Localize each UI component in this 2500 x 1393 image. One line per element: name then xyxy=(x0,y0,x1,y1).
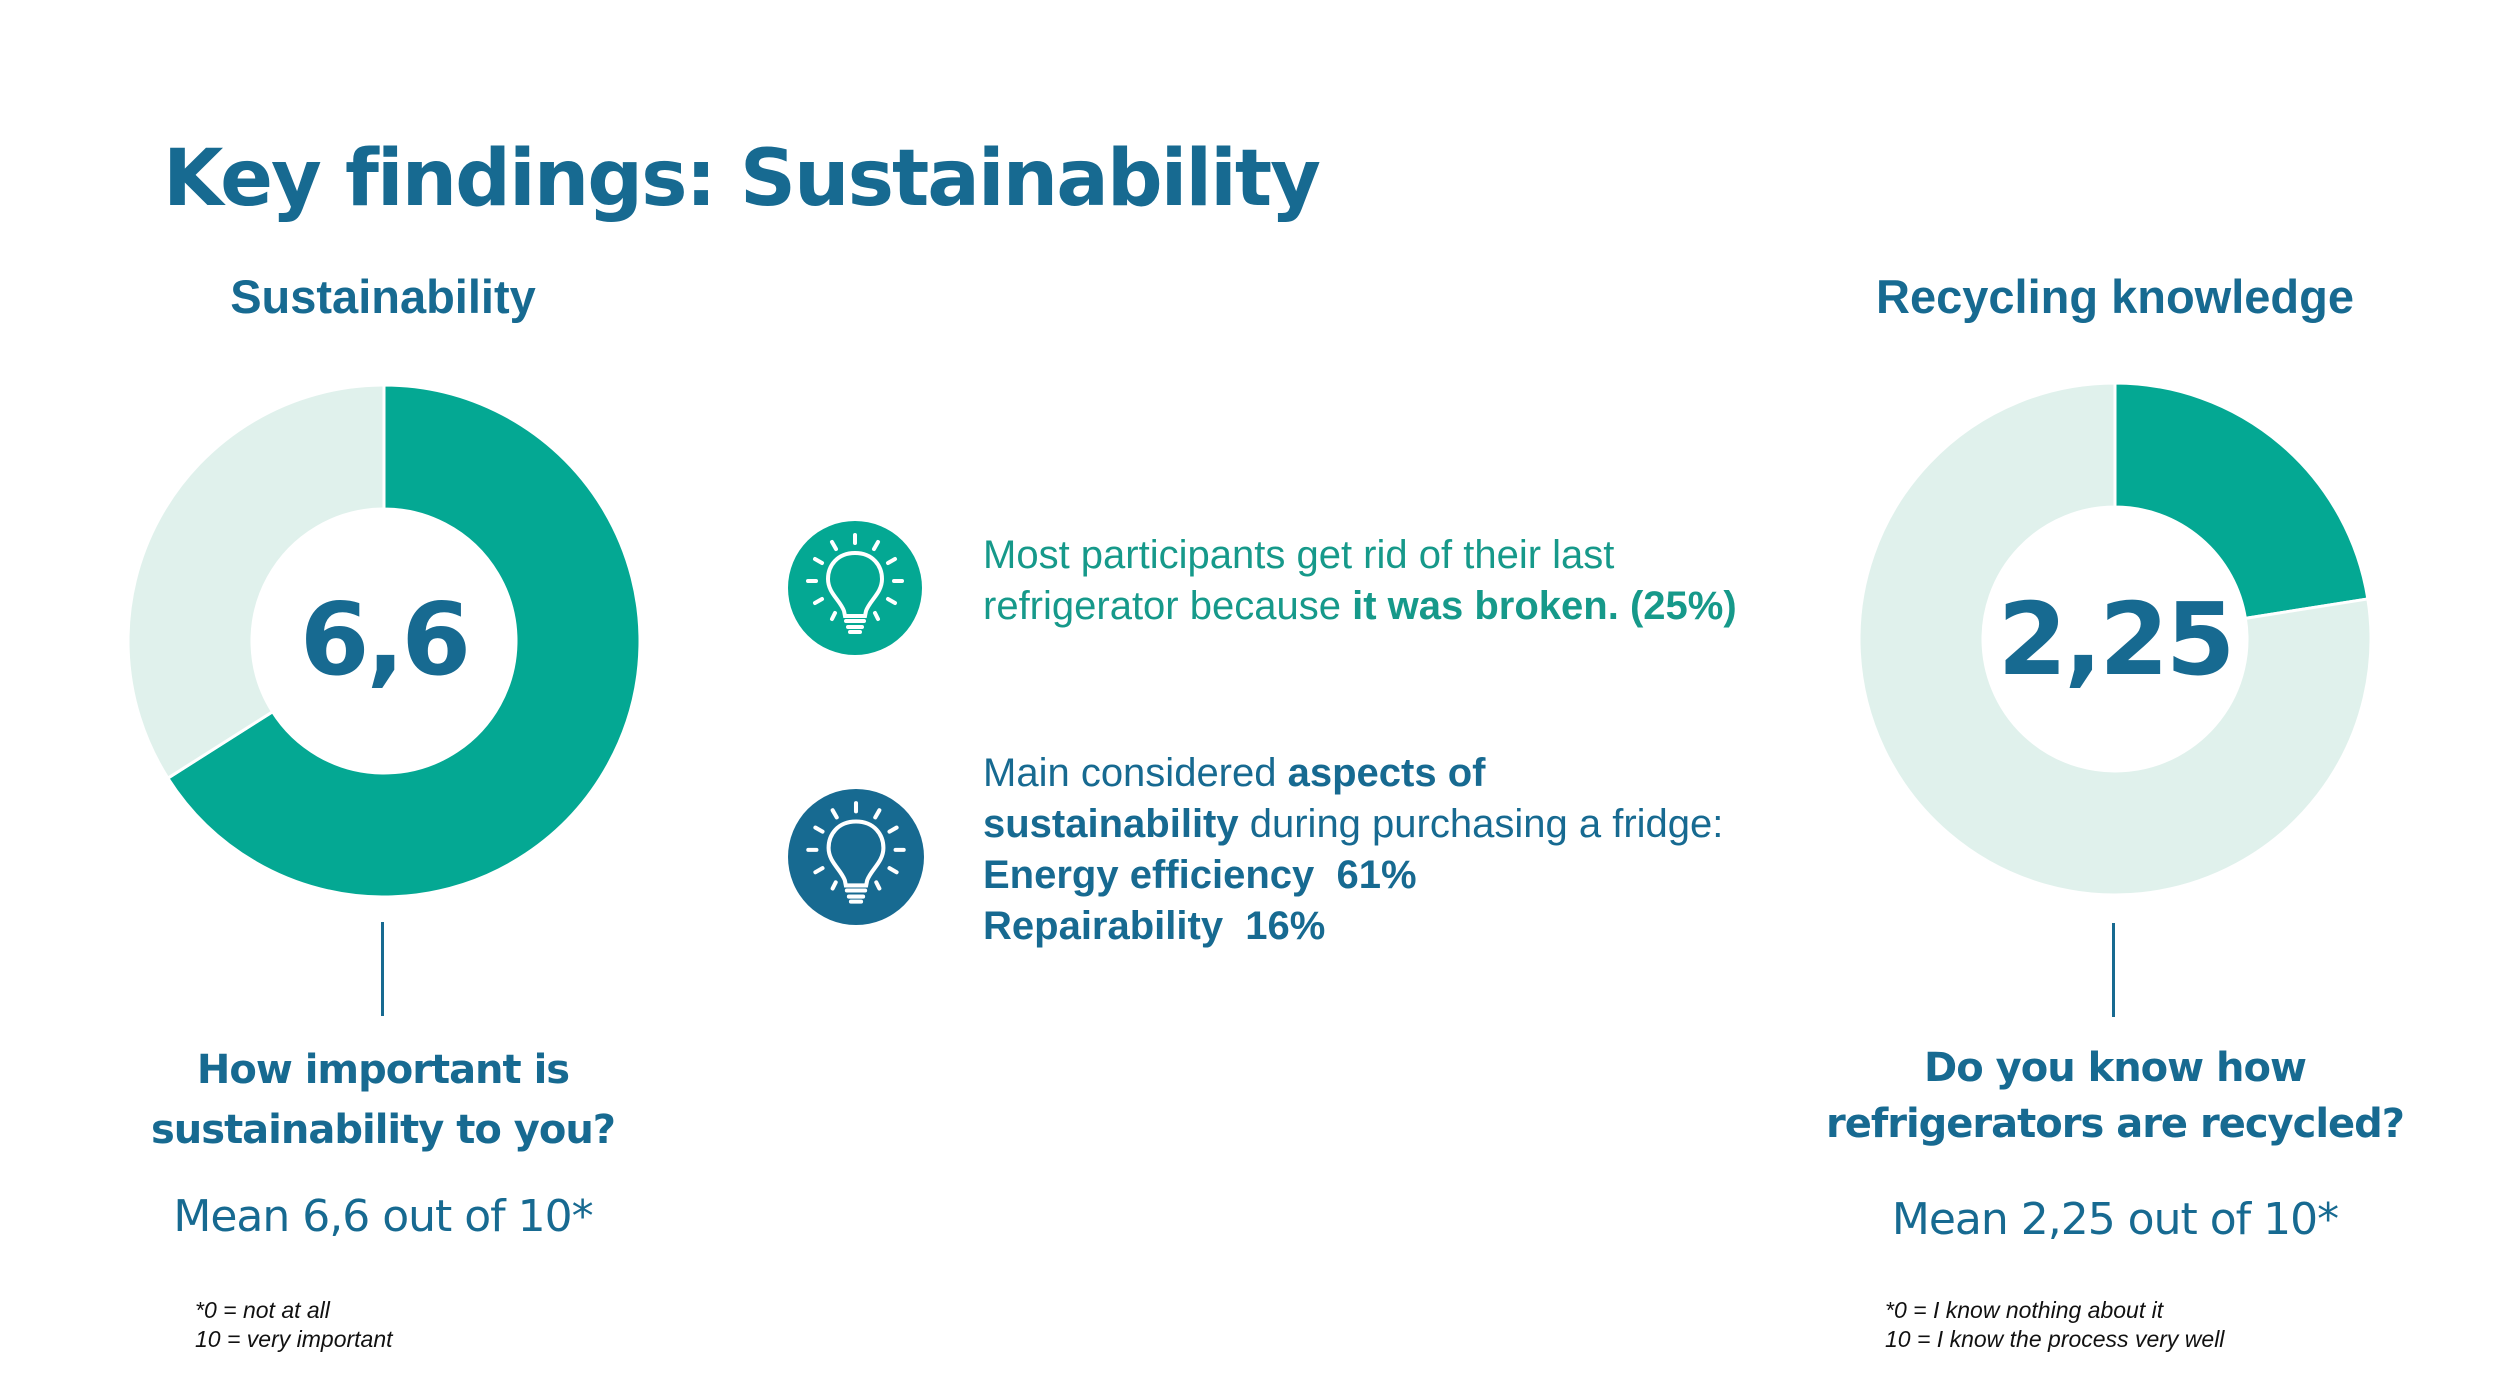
sustainability-donut-value: 6,6 xyxy=(299,581,471,698)
lightbulb-icon xyxy=(806,801,906,904)
lightbulb-icon xyxy=(806,533,904,634)
sustainability-donut-chart xyxy=(126,383,642,899)
recycling-question: Do you know how refrigerators are recycl… xyxy=(1765,1040,2465,1152)
recycling-knowledge-donut-chart xyxy=(1857,381,2373,897)
finding-2-line2-normal: during purchasing a fridge: xyxy=(1238,802,1724,846)
finding-2-line2: sustainability during purchasing a fridg… xyxy=(983,799,1723,850)
recycling-footnote-line2: 10 = I know the process very well xyxy=(1885,1326,2225,1352)
finding-1-line2: refrigerator because it was broken. (25%… xyxy=(983,581,1737,632)
finding-2-line1: Main considered aspects of xyxy=(983,748,1723,799)
finding-2-text: Main considered aspects of sustainabilit… xyxy=(983,748,1723,952)
recycling-knowledge-slice-score xyxy=(2113,381,2370,621)
recycling-knowledge-donut-value: 2,25 xyxy=(1997,581,2236,698)
sustainability-chart-title: Sustainability xyxy=(230,270,536,323)
finding-2-line2-bold: sustainability xyxy=(983,802,1239,846)
recycling-footnote-line1: *0 = I know nothing about it xyxy=(1885,1297,2164,1323)
finding-1-line2-normal: refrigerator because xyxy=(983,584,1353,628)
finding-2-icon-circle xyxy=(788,789,924,925)
sustainability-slice-score xyxy=(165,383,642,899)
sustainability-footnote-line2: 10 = very important xyxy=(195,1326,393,1352)
left-connector-line xyxy=(381,922,384,1016)
sustainability-question: How important is sustainability to you? xyxy=(33,1040,733,1160)
repairability-stat-text: Repairability 16% xyxy=(983,904,1326,948)
repairability-stat: Repairability 16% xyxy=(983,901,1723,952)
finding-1-text: Most participants get rid of their last … xyxy=(983,530,1737,632)
sustainability-footnote-line1: *0 = not at all xyxy=(195,1297,330,1323)
recycling-footnote: *0 = I know nothing about it 10 = I know… xyxy=(1885,1296,2224,1354)
sustainability-footnote: *0 = not at all 10 = very important xyxy=(195,1296,393,1354)
right-connector-line xyxy=(2112,923,2115,1017)
recycling-knowledge-slice-remainder xyxy=(1857,381,2373,897)
recycling-question-line2: refrigerators are recycled? xyxy=(1825,1101,2405,1147)
finding-1-line2-bold: it was broken. (25%) xyxy=(1352,584,1737,628)
recycling-knowledge-chart-title: Recycling knowledge xyxy=(1876,270,2354,323)
finding-1-icon-circle xyxy=(788,521,922,655)
sustainability-slice-remainder xyxy=(126,383,386,781)
finding-1-line1: Most participants get rid of their last xyxy=(983,533,1615,577)
sustainability-question-line2: sustainability to you? xyxy=(150,1107,616,1153)
sustainability-mean: Mean 6,6 out of 10* xyxy=(173,1191,593,1242)
recycling-mean: Mean 2,25 out of 10* xyxy=(1891,1194,2339,1245)
sustainability-question-line1: How important is xyxy=(196,1047,570,1093)
energy-efficiency-stat: Energy efficiency 61% xyxy=(983,850,1723,901)
energy-efficiency-stat-text: Energy efficiency 61% xyxy=(983,853,1417,897)
page-title: Key findings: Sustainability xyxy=(163,134,1321,224)
finding-2-line1-normal: Main considered xyxy=(983,751,1288,795)
finding-2-line1-bold: aspects of xyxy=(1287,751,1486,795)
recycling-question-line1: Do you know how xyxy=(1924,1045,2307,1091)
